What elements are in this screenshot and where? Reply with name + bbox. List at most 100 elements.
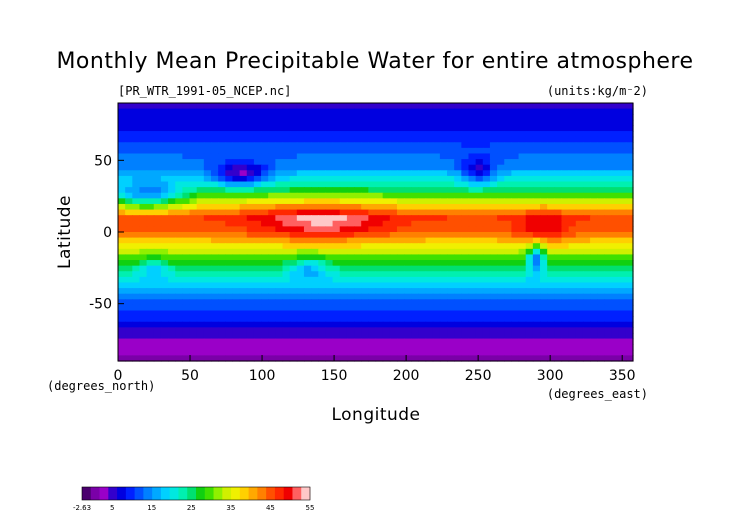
heatmap-cell [325,153,334,160]
heatmap-cell [418,215,427,222]
heatmap-cell [246,349,255,356]
heatmap-cell [425,338,434,345]
heatmap-cell [504,175,512,183]
heatmap-cell [232,159,241,166]
heatmap-cell [189,170,198,177]
heatmap-cell [468,114,477,121]
heatmap-cell [604,198,613,205]
heatmap-cell [246,265,255,272]
heatmap-cell [404,237,412,244]
heatmap-cell [461,248,470,256]
heatmap-cell [182,119,191,127]
heatmap-cell [339,355,348,362]
heatmap-cell [597,288,605,295]
heatmap-cell [482,332,491,340]
heatmap-cell [504,108,512,115]
heatmap-cell [482,147,491,155]
heatmap-cell [268,136,276,143]
heatmap-cell [582,237,591,244]
heatmap-cell [189,181,198,188]
heatmap-cell [210,170,219,177]
heatmap-cell [561,327,570,334]
heatmap-cell [382,114,391,121]
heatmap-cell [246,142,255,149]
heatmap-cell [554,131,563,138]
heatmap-cell [625,260,634,267]
heatmap-cell [196,209,205,216]
heatmap-cell [361,209,369,216]
heatmap-cell [196,299,205,306]
heatmap-cell [203,310,212,317]
heatmap-cell [361,164,369,171]
heatmap-cell [454,215,462,222]
heatmap-cell [418,136,427,143]
heatmap-cell [418,131,427,138]
heatmap-cell [225,175,234,183]
heatmap-cell [497,316,505,323]
heatmap-cell [439,203,448,211]
heatmap-cell [611,108,620,115]
heatmap-cell [146,226,155,233]
heatmap-cell [346,276,355,284]
heatmap-cell [132,170,141,177]
heatmap-cell [504,153,512,160]
heatmap-cell [439,215,448,222]
heatmap-cell [282,332,291,340]
heatmap-cell [618,192,627,199]
heatmap-cell [346,299,355,306]
heatmap-cell [547,232,555,239]
heatmap-cell [590,276,598,284]
heatmap-cell [411,108,420,115]
heatmap-cell [282,142,291,149]
heatmap-cell [389,215,398,222]
heatmap-cell [454,187,462,194]
heatmap-cell [175,175,183,183]
heatmap-cell [532,181,541,188]
heatmap-cell [561,147,570,155]
heatmap-cell [389,299,398,306]
heatmap-cell [439,338,448,345]
heatmap-cell [346,271,355,278]
x-axis-title: Longitude [331,405,420,425]
heatmap-cell [160,232,169,239]
heatmap-cell [432,310,441,317]
heatmap-cell [146,125,155,132]
heatmap-cell [547,198,555,205]
heatmap-cell [232,215,241,222]
heatmap-cell [253,175,262,183]
heatmap-cell [425,265,434,272]
heatmap-cell [618,103,627,110]
heatmap-cell [404,131,412,138]
heatmap-cell [361,125,369,132]
heatmap-cell [339,299,348,306]
heatmap-cell [168,260,176,267]
heatmap-cell [210,226,219,233]
heatmap-cell [182,332,191,340]
heatmap-cell [404,260,412,267]
heatmap-cell [575,349,584,356]
heatmap-cell [261,344,269,351]
heatmap-cell [203,198,212,205]
heatmap-cell [318,237,327,244]
heatmap-cell [261,108,269,115]
heatmap-cell [239,254,248,261]
heatmap-cell [511,248,520,256]
heatmap-cell [604,310,613,317]
heatmap-cell [296,142,305,149]
heatmap-cell [454,203,462,211]
heatmap-cell [532,203,541,211]
heatmap-cell [575,147,584,155]
heatmap-cell [303,215,312,222]
heatmap-cell [468,299,477,306]
heatmap-cell [332,203,341,211]
heatmap-cell [482,349,491,356]
heatmap-cell [318,181,327,188]
heatmap-cell [318,282,327,289]
heatmap-cell [361,232,369,239]
heatmap-cell [504,198,512,205]
heatmap-cell [289,187,298,194]
heatmap-cell [118,131,126,138]
heatmap-cell [540,192,548,199]
heatmap-cell [189,226,198,233]
heatmap-cell [625,271,634,278]
